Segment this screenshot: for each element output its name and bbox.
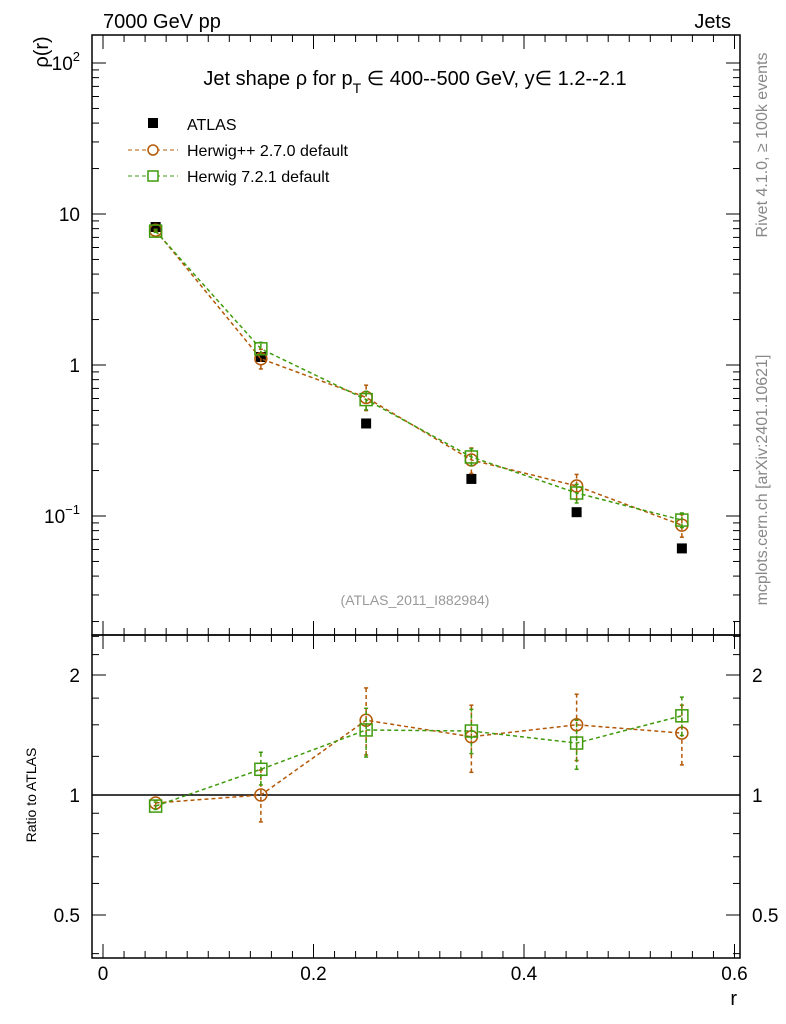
y-tick-label: 0.5 xyxy=(54,906,80,927)
legend-marker-herwigpp xyxy=(147,144,159,156)
legend-label-herwigpp: Herwig++ 2.7.0 default xyxy=(187,143,349,160)
legend: ATLAS Herwig++ 2.7.0 default Herwig 7.2.… xyxy=(128,117,349,186)
main-atlas-point xyxy=(676,543,687,554)
ratio-frame xyxy=(91,634,741,959)
y-tick-label: 10 xyxy=(59,205,80,226)
x-tick-label: 0.4 xyxy=(511,964,538,985)
y-tick-label: 2 xyxy=(69,666,80,687)
ratio-herwig7-point xyxy=(148,799,163,813)
main-atlas-point xyxy=(361,418,372,429)
ratio-herwigpp-point xyxy=(254,788,268,802)
ratio-herwig7-point xyxy=(569,736,584,750)
legend-marker-atlas xyxy=(148,118,158,128)
header-right: Jets xyxy=(694,11,731,33)
ratio-panel: 0 0.2 0.4 0.6 2 2 1 1 0.5 0.5 Ratio to ATLAS r xyxy=(23,634,778,1010)
header-left: 7000 GeV pp xyxy=(103,11,221,33)
x-axis-label: r xyxy=(730,988,737,1010)
y-tick-label: 102 xyxy=(52,49,80,75)
legend-marker-herwig7 xyxy=(147,170,159,182)
x-tick-label: 0 xyxy=(98,964,109,985)
mcplots-label: mcplots.cern.ch [arXiv:2401.10621] xyxy=(754,355,771,606)
x-tick-label: 0.6 xyxy=(721,964,747,985)
ratio-y-label: Ratio to ATLAS xyxy=(23,748,39,843)
main-atlas-point xyxy=(466,473,477,484)
main-herwig7-point xyxy=(464,450,479,464)
legend-label-atlas: ATLAS xyxy=(187,117,237,134)
ratio-herwig7-line xyxy=(155,715,683,807)
y-tick-label: 10−1 xyxy=(44,502,80,528)
main-y-label: ρ(r) xyxy=(31,36,53,67)
ratio-herwig7-point xyxy=(464,724,479,738)
analysis-annotation: (ATLAS_2011_I882984) xyxy=(341,592,490,608)
main-herwig7-point xyxy=(359,392,373,407)
main-herwig7-point xyxy=(675,513,689,527)
main-atlas-point xyxy=(255,351,266,362)
main-title: Jet shape ρ for pT ∈ 400--500 GeV, y∈ 1.… xyxy=(203,68,626,96)
main-herwigpp-line xyxy=(155,229,683,526)
y-tick-label: 1 xyxy=(69,356,80,377)
y-tick-label-right: 0.5 xyxy=(752,906,778,927)
legend-label-herwig7: Herwig 7.2.1 default xyxy=(187,169,330,186)
ratio-herwig7-point xyxy=(359,723,373,737)
ratio-herwig7-point xyxy=(254,762,268,777)
x-tick-label: 0.2 xyxy=(300,964,326,985)
main-panel: 102 10 1 10−1 Jet shape ρ for pT ∈ 400--500… xyxy=(31,34,741,636)
main-atlas-point xyxy=(571,507,582,518)
ratio-herwigpp-line xyxy=(155,719,682,804)
main-herwig7-point xyxy=(148,224,163,238)
main-herwig7-point xyxy=(569,486,584,500)
y-tick-label-right: 2 xyxy=(752,666,763,687)
y-tick-label: 1 xyxy=(69,786,80,807)
main-atlas-point xyxy=(150,222,161,233)
main-herwig7-point xyxy=(254,342,268,356)
ratio-herwig7-point xyxy=(675,709,689,723)
main-herwig7-line xyxy=(155,230,683,521)
y-tick-label-right: 1 xyxy=(752,786,763,807)
rivet-label: Rivet 4.1.0, ≥ 100k events xyxy=(754,53,771,238)
